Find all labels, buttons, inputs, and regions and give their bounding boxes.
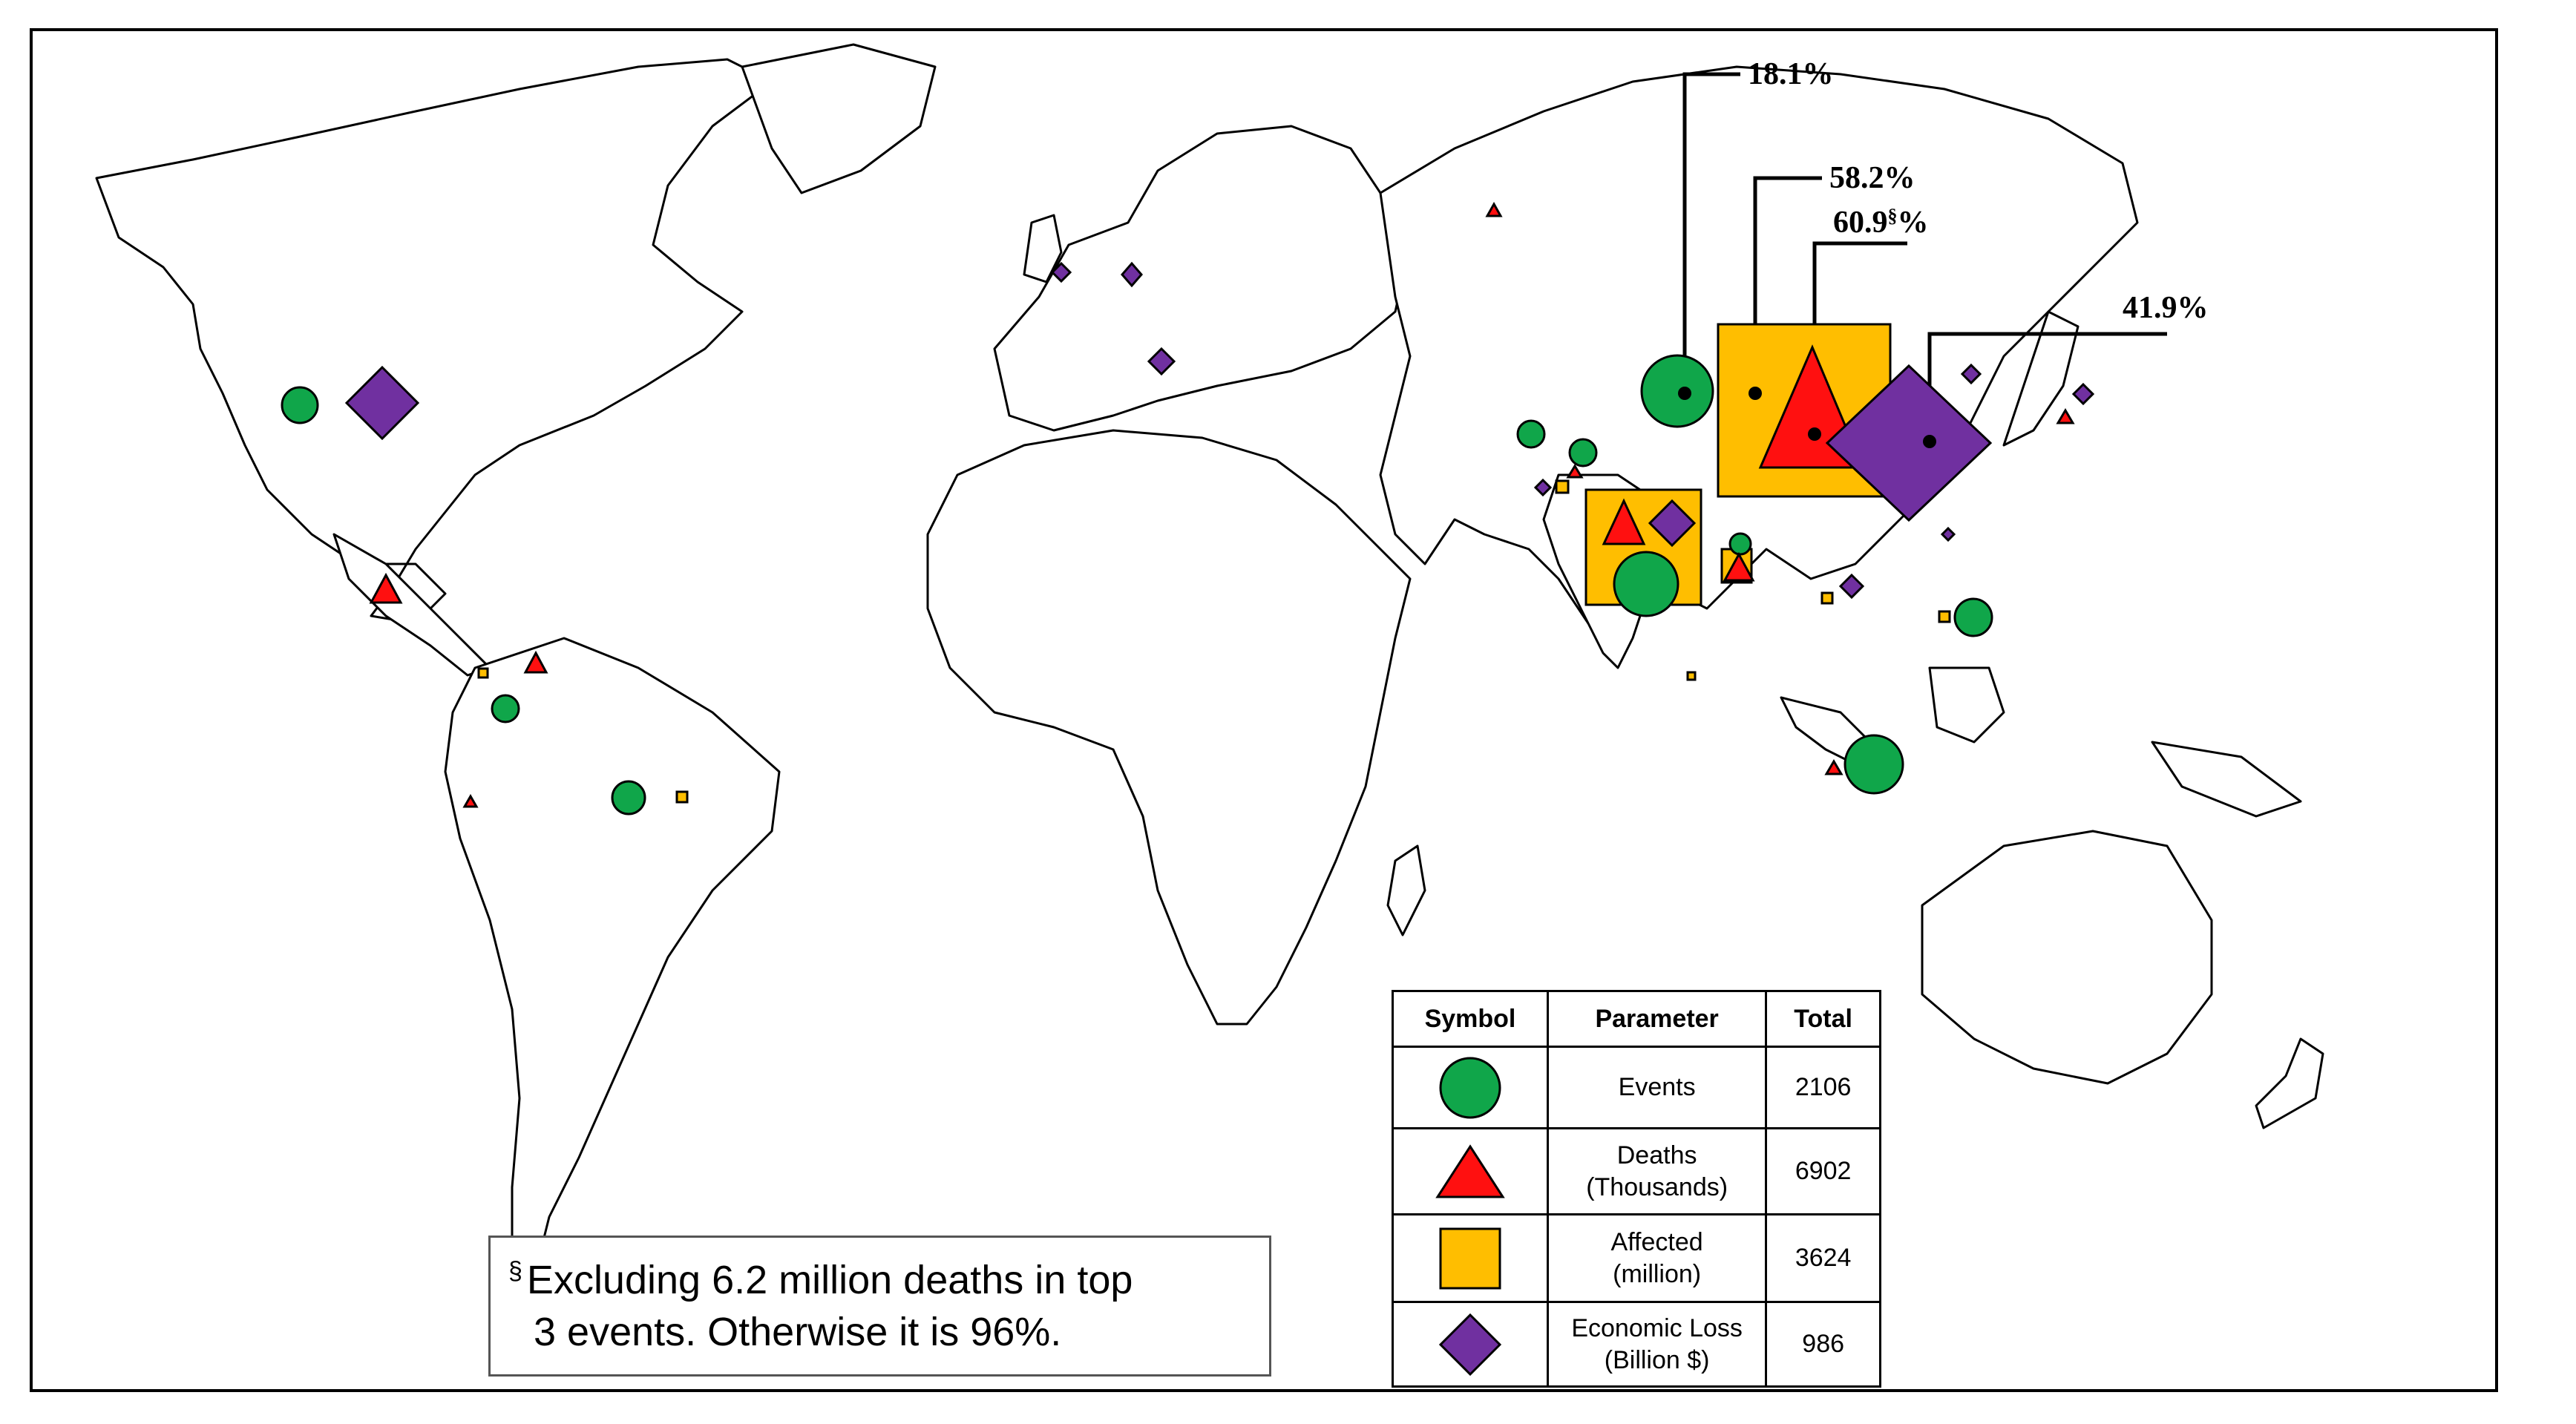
legend-row-affected: Affected (million) 3624 xyxy=(1392,1213,1881,1303)
economic-marker-taiwan xyxy=(1940,526,1956,542)
footnote-line1: Excluding 6.2 million deaths in top xyxy=(526,1258,1133,1302)
legend-parameter-economic: Economic Loss (Billion $) xyxy=(1546,1301,1768,1388)
economic-marker-usa xyxy=(344,365,420,441)
legend-row-deaths: Deaths (Thousands) 6902 xyxy=(1392,1127,1881,1215)
legend-row-economic: Economic Loss (Billion $) 986 xyxy=(1392,1301,1881,1388)
legend-total-economic: 986 xyxy=(1765,1301,1881,1388)
event-marker-colombia xyxy=(491,694,520,724)
map-symbols xyxy=(281,201,2095,816)
affected-marker-colombia xyxy=(477,667,489,679)
landmass-uk xyxy=(1023,214,1063,283)
legend-total-events: 2106 xyxy=(1765,1046,1881,1129)
economic-marker-korea xyxy=(1960,363,1982,385)
footnote-mark: § xyxy=(508,1257,522,1285)
legend-row-events: Events 2106 xyxy=(1392,1046,1881,1129)
deaths-marker-venezuela xyxy=(523,650,548,674)
legend-symbol-cell xyxy=(1392,1301,1549,1388)
economic-marker-china xyxy=(1825,364,1993,522)
callout-events: 18.1% xyxy=(1748,57,1834,91)
symbol-center-dots xyxy=(1678,387,1936,448)
legend-header-parameter: Parameter xyxy=(1546,990,1768,1048)
landmass-new-guinea xyxy=(2151,741,2302,818)
affected-marker-brazil xyxy=(675,790,689,804)
callout-line-events xyxy=(1682,72,1740,393)
legend-symbol-cell xyxy=(1392,1213,1549,1303)
event-marker-indonesia xyxy=(1843,734,1904,795)
deaths-marker-central-america xyxy=(369,572,403,604)
landmass-japan xyxy=(2002,310,2080,447)
center-dot-economic xyxy=(1923,435,1936,448)
legend-parameter-events: Events xyxy=(1546,1046,1768,1129)
triangle-icon xyxy=(1435,1144,1505,1198)
deaths-marker-bangladesh xyxy=(1723,551,1755,582)
deaths-marker-india xyxy=(1602,498,1646,545)
legend-symbol-cell xyxy=(1392,1046,1549,1129)
landmass-south-america xyxy=(444,637,781,1278)
legend-total-affected: 3624 xyxy=(1765,1213,1881,1303)
event-marker-usa xyxy=(281,386,319,424)
square-icon xyxy=(1439,1227,1501,1289)
legend-header-total: Total xyxy=(1765,990,1881,1048)
economic-marker-arabia xyxy=(1533,478,1553,497)
callout-affected: 58.2% xyxy=(1829,161,1915,195)
economic-marker-germany xyxy=(1121,261,1143,288)
event-marker-iran xyxy=(1516,419,1546,449)
economic-marker-india xyxy=(1648,499,1697,548)
landmass-africa xyxy=(926,429,1412,1026)
footnote-box: § Excluding 6.2 million deaths in top 3 e… xyxy=(488,1236,1271,1377)
center-dot-affected xyxy=(1749,387,1762,400)
affected-marker-philippines xyxy=(1938,610,1951,623)
legend-header-row: Symbol Parameter Total xyxy=(1392,990,1881,1048)
callout-line-affected xyxy=(1753,176,1822,393)
landmass-greenland xyxy=(741,43,937,194)
economic-marker-uk xyxy=(1050,261,1072,283)
affected-marker-sri-lanka xyxy=(1686,671,1697,681)
legend-table: Symbol Parameter Total Events 2106 Death… xyxy=(1392,990,1881,1388)
event-marker-bangladesh xyxy=(1728,532,1752,556)
legend-parameter-deaths: Deaths (Thousands) xyxy=(1546,1127,1768,1215)
event-marker-philippines xyxy=(1953,597,1993,637)
landmass-new-zealand xyxy=(2255,1037,2324,1129)
callout-economic: 41.9% xyxy=(2123,291,2209,325)
economic-marker-italy xyxy=(1147,347,1176,376)
footnote-line2: 3 events. Otherwise it is 96%. xyxy=(534,1310,1062,1355)
economic-marker-thailand xyxy=(1838,573,1865,600)
event-marker-afghanistan xyxy=(1568,438,1598,467)
economic-marker-japan xyxy=(2071,382,2095,406)
event-marker-india xyxy=(1613,551,1679,617)
deaths-marker-peru xyxy=(462,793,479,808)
circle-icon xyxy=(1439,1057,1501,1118)
legend-symbol-cell xyxy=(1392,1127,1549,1215)
legend-parameter-affected: Affected (million) xyxy=(1546,1213,1768,1303)
landmasses xyxy=(95,43,2324,1278)
event-marker-china xyxy=(1640,354,1714,428)
legend-total-deaths: 6902 xyxy=(1765,1127,1881,1215)
event-marker-brazil xyxy=(611,780,646,816)
landmass-borneo xyxy=(1928,666,2005,744)
landmass-madagascar xyxy=(1386,844,1426,936)
deaths-marker-russia xyxy=(1485,201,1503,217)
affected-marker-arabia xyxy=(1555,479,1570,494)
center-dot-deaths xyxy=(1808,427,1821,441)
deaths-marker-pakistan xyxy=(1566,464,1584,479)
callout-deaths: 60.9§% xyxy=(1833,205,1929,240)
deaths-marker-indonesia xyxy=(1824,759,1843,775)
deaths-marker-japan xyxy=(2056,408,2075,424)
landmass-australia xyxy=(1921,830,2213,1085)
affected-marker-thailand xyxy=(1820,591,1834,605)
landmass-north-america xyxy=(95,58,773,625)
center-dot-events xyxy=(1678,387,1691,400)
diamond-icon xyxy=(1438,1313,1502,1376)
legend-header-symbol: Symbol xyxy=(1392,990,1549,1048)
